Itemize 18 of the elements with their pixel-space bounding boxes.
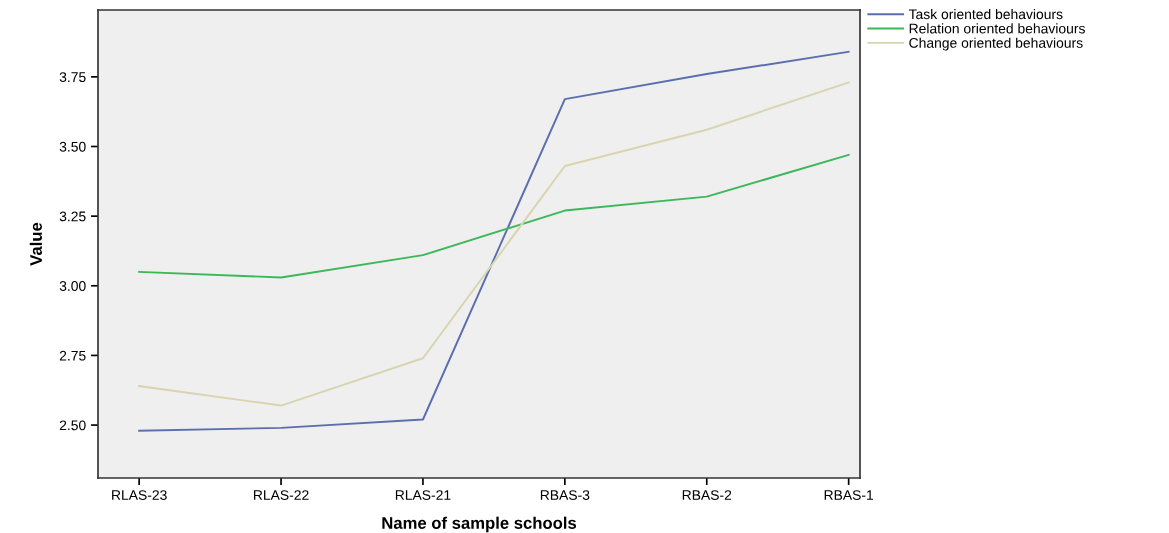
y-tick-label: 2.75 bbox=[59, 350, 86, 361]
y-tick-label: 3.00 bbox=[59, 281, 86, 291]
x-tick-label: RLAS-23 bbox=[112, 490, 167, 501]
legend-label: Relation oriented behaviours bbox=[909, 23, 1085, 34]
x-tick-label: RBAS-2 bbox=[682, 490, 732, 501]
line-series bbox=[138, 153, 850, 279]
x-tick-label: RLAS-22 bbox=[254, 490, 309, 501]
x-tick-label: RLAS-21 bbox=[395, 490, 451, 501]
y-tick-label: 3.25 bbox=[59, 211, 86, 222]
y-tick-label: 2.50 bbox=[59, 420, 86, 431]
y-tick-label: 3.75 bbox=[59, 72, 86, 83]
y-axis-title: Value bbox=[29, 222, 42, 266]
x-tick-label: RBAS-1 bbox=[824, 490, 874, 501]
legend-label: Change oriented behaviours bbox=[909, 37, 1083, 51]
legend-label: Task oriented behaviours bbox=[908, 8, 1063, 20]
x-tick-label: RBAS-3 bbox=[540, 490, 590, 501]
y-tick-label: 3.50 bbox=[59, 141, 86, 152]
x-axis-title: Name of sample schools bbox=[382, 516, 577, 533]
